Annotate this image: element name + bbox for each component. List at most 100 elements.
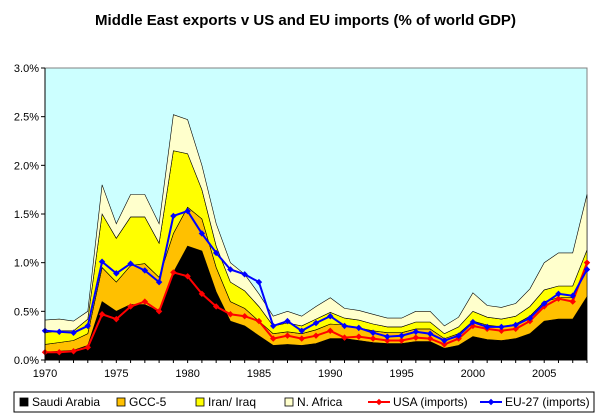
legend-label-n-africa: N. Africa <box>297 395 343 409</box>
point-usa-imports <box>141 298 149 305</box>
point-usa-imports <box>227 311 234 318</box>
point-usa-imports <box>384 337 391 344</box>
point-eu-27-imports <box>70 329 77 336</box>
legend-swatch-gcc-5 <box>116 397 126 407</box>
y-tick-label: 1.0% <box>14 258 39 270</box>
x-tick-label: 1985 <box>247 368 271 380</box>
point-usa-imports <box>284 332 291 339</box>
y-tick-label: 0.0% <box>14 355 39 367</box>
legend-marker-eu-27-imports <box>487 398 495 406</box>
line-series <box>41 207 591 356</box>
point-usa-imports <box>212 303 220 310</box>
x-tick-label: 1970 <box>33 368 57 380</box>
legend-label-gcc-5: GCC-5 <box>129 395 167 409</box>
point-eu-27-imports <box>270 322 277 330</box>
point-eu-27-imports <box>541 300 548 307</box>
point-eu-27-imports <box>141 267 149 274</box>
x-tick-label: 2000 <box>461 368 485 380</box>
point-usa-imports <box>498 327 505 334</box>
point-eu-27-imports <box>384 333 391 340</box>
point-usa-imports <box>512 325 519 333</box>
y-tick-label: 1.5% <box>14 209 39 221</box>
point-usa-imports <box>113 315 120 323</box>
point-eu-27-imports <box>155 278 163 286</box>
point-usa-imports <box>155 308 163 315</box>
point-usa-imports <box>255 317 263 325</box>
point-usa-imports <box>355 333 362 340</box>
point-eu-27-imports <box>298 327 305 334</box>
legend-box <box>13 391 595 413</box>
point-usa-imports <box>56 349 63 356</box>
point-eu-27-imports <box>569 292 576 299</box>
point-usa-imports <box>170 269 177 276</box>
point-usa-imports <box>369 335 377 342</box>
point-eu-27-imports <box>198 230 206 237</box>
point-usa-imports <box>441 341 448 348</box>
legend-label-iran-iraq: Iran/ Iraq <box>208 395 256 409</box>
x-tick-label: 2005 <box>532 368 556 380</box>
point-eu-27-imports <box>341 322 348 330</box>
point-eu-27-imports <box>412 328 420 335</box>
point-eu-27-imports <box>170 212 177 220</box>
point-usa-imports <box>84 344 91 351</box>
point-eu-27-imports <box>426 330 434 337</box>
point-eu-27-imports <box>113 270 120 277</box>
chart-title: Middle East exports v US and EU imports … <box>95 12 516 29</box>
point-usa-imports <box>412 334 420 341</box>
point-eu-27-imports <box>284 317 291 325</box>
point-usa-imports <box>198 290 206 298</box>
point-eu-27-imports <box>227 266 234 273</box>
point-usa-imports <box>270 335 277 342</box>
point-eu-27-imports <box>369 329 377 336</box>
point-usa-imports <box>569 298 576 305</box>
point-usa-imports <box>583 259 591 266</box>
point-eu-27-imports <box>241 271 248 278</box>
y-tick-label: 2.5% <box>14 112 39 124</box>
point-eu-27-imports <box>84 322 91 330</box>
point-eu-27-imports <box>212 249 220 257</box>
point-eu-27-imports <box>255 278 263 286</box>
point-eu-27-imports <box>56 328 63 335</box>
point-usa-imports <box>341 334 348 341</box>
point-eu-27-imports <box>127 260 134 267</box>
legend-swatch-saudi-arabia <box>19 397 29 407</box>
legend-label-eu-27-imports: EU-27 (imports) <box>505 395 590 409</box>
legend-swatch-iran-iraq <box>195 397 205 407</box>
point-eu-27-imports <box>327 313 334 320</box>
point-eu-27-imports <box>512 321 519 329</box>
point-usa-imports <box>184 273 191 280</box>
x-tick-label: 1980 <box>175 368 199 380</box>
point-eu-27-imports <box>583 266 591 273</box>
area-n-africa <box>44 114 588 335</box>
point-eu-27-imports <box>498 323 505 331</box>
point-eu-27-imports <box>555 290 562 298</box>
point-usa-imports <box>241 313 248 320</box>
point-eu-27-imports <box>98 258 106 265</box>
point-usa-imports <box>555 295 562 302</box>
y-tick-label: 0.5% <box>14 306 39 318</box>
point-eu-27-imports <box>441 337 448 344</box>
point-usa-imports <box>98 311 106 318</box>
point-eu-27-imports <box>469 318 477 326</box>
point-usa-imports <box>298 335 305 342</box>
point-eu-27-imports <box>483 323 491 331</box>
y-tick-label: 3.0% <box>14 63 39 75</box>
point-eu-27-imports <box>455 332 462 339</box>
point-usa-imports <box>426 335 434 342</box>
legend-swatch-n-africa <box>284 397 294 407</box>
point-usa-imports <box>127 303 134 310</box>
point-eu-27-imports <box>526 314 534 322</box>
x-tick-label: 1975 <box>104 368 128 380</box>
point-eu-27-imports <box>355 324 362 332</box>
legend-label-saudi-arabia: Saudi Arabia <box>32 395 100 409</box>
point-usa-imports <box>70 348 77 355</box>
legend-marker-usa-imports <box>375 398 383 406</box>
legend-label-usa-imports: USA (imports) <box>393 395 468 409</box>
x-tick-label: 1990 <box>318 368 342 380</box>
point-eu-27-imports <box>184 207 191 215</box>
legend: Saudi Arabia GCC-5 Iran/ Iraq N. Africa USA … <box>13 391 595 413</box>
x-tick-label: 1995 <box>389 368 413 380</box>
point-eu-27-imports <box>312 319 320 327</box>
y-tick-label: 2.0% <box>14 160 39 172</box>
